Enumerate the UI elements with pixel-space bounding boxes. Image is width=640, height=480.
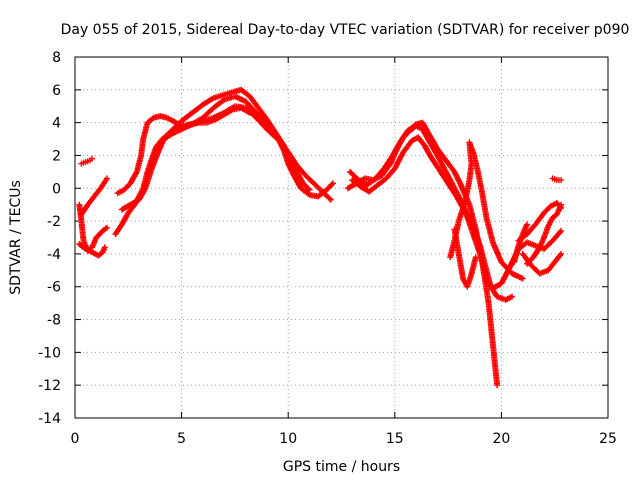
series-s7 xyxy=(118,86,313,213)
series-s9 xyxy=(349,134,516,303)
grid xyxy=(75,57,608,418)
y-tick-label: 6 xyxy=(52,83,61,99)
y-tick-label: -4 xyxy=(47,247,61,263)
axis-ticks xyxy=(74,56,609,419)
x-tick-labels: 0 5 10 15 20 25 xyxy=(71,431,617,447)
series-markers xyxy=(549,175,565,184)
data-series xyxy=(76,86,565,389)
series-s13 xyxy=(451,226,479,290)
series-s3 xyxy=(78,155,96,167)
y-tick-label: -2 xyxy=(47,214,61,230)
y-tick-label: -10 xyxy=(38,345,61,361)
plot-frame xyxy=(74,56,609,419)
x-axis-label: GPS time / hours xyxy=(283,459,400,475)
series-s2 xyxy=(76,241,108,259)
y-tick-label: -8 xyxy=(47,313,61,329)
y-tick-label: -14 xyxy=(38,411,61,427)
y-tick-label: -12 xyxy=(38,378,61,394)
chart-title: Day 055 of 2015, Sidereal Day-to-day VTE… xyxy=(61,22,630,38)
x-tick-label: 0 xyxy=(71,431,80,447)
series-s17 xyxy=(519,250,565,277)
y-tick-labels: -14 -12 -10 -8 -6 -4 -2 0 2 4 6 8 xyxy=(38,50,61,427)
series-markers xyxy=(78,155,96,167)
x-tick-label: 20 xyxy=(492,431,510,447)
y-tick-label: 8 xyxy=(52,50,61,66)
series-s4 xyxy=(78,175,110,218)
y-tick-label: -6 xyxy=(47,280,61,296)
series-markers xyxy=(153,104,253,152)
series-s16 xyxy=(515,200,565,244)
series-s8 xyxy=(153,104,253,152)
series-markers xyxy=(349,134,516,303)
y-tick-label: 2 xyxy=(52,148,61,164)
series-s15 xyxy=(524,201,565,267)
y-tick-label: 0 xyxy=(52,181,61,197)
series-s11 xyxy=(347,119,501,389)
x-tick-label: 10 xyxy=(279,431,297,447)
x-tick-label: 5 xyxy=(177,431,186,447)
series-s18 xyxy=(549,175,565,184)
y-axis-label: SDTVAR / TECUs xyxy=(8,180,24,295)
y-tick-label: 4 xyxy=(52,116,61,132)
x-tick-label: 15 xyxy=(386,431,404,447)
x-tick-label: 25 xyxy=(599,431,617,447)
